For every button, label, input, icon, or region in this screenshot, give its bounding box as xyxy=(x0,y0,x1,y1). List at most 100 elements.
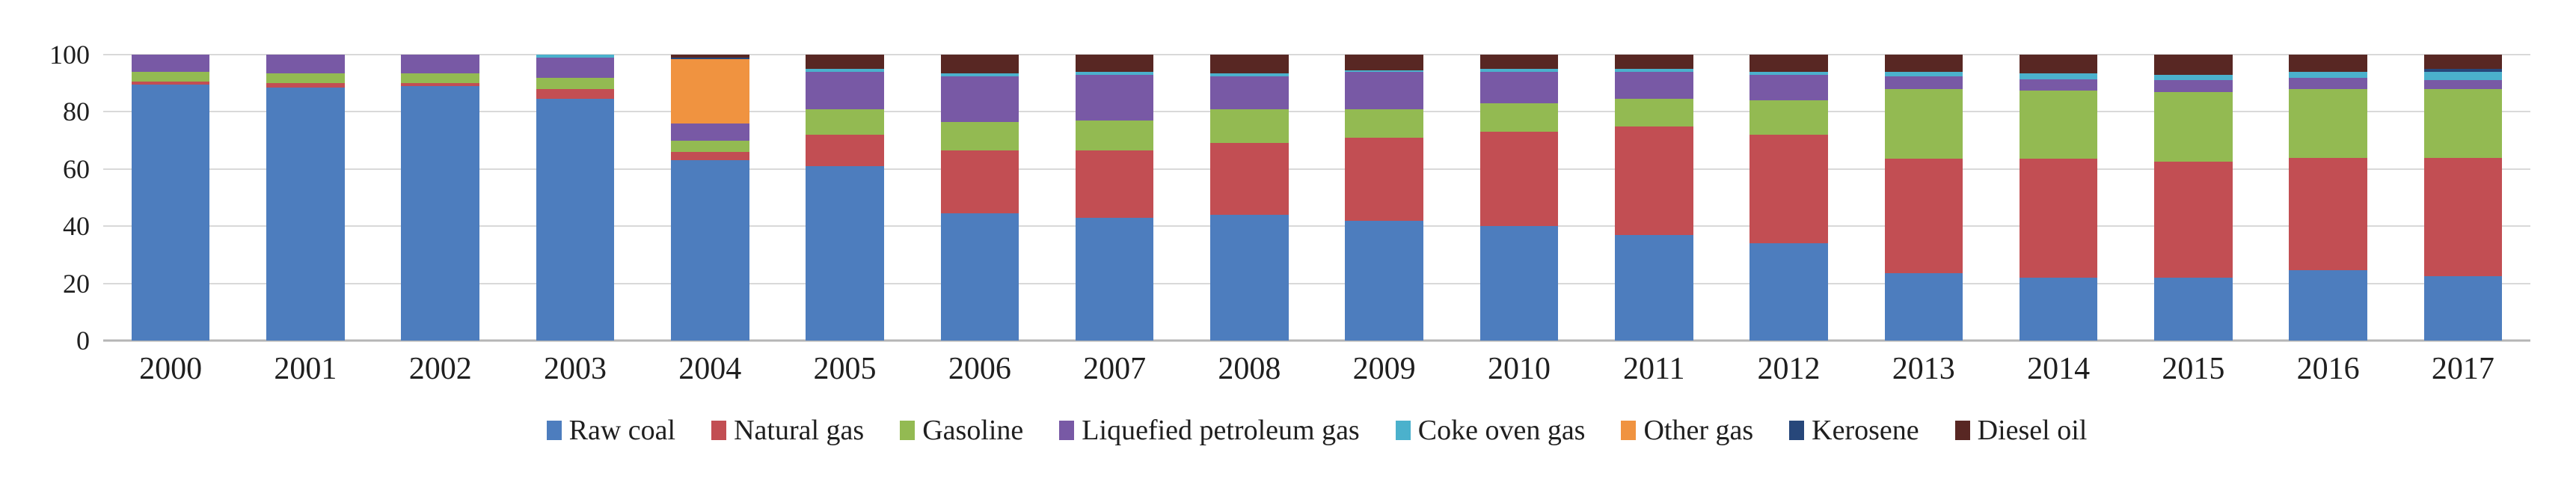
bar-slot-2005 xyxy=(777,55,912,341)
legend-label-natural-gas: Natural gas xyxy=(734,415,865,446)
bar-segment-gasoline-2007 xyxy=(1075,120,1154,150)
legend-marker-other-gas-icon xyxy=(1621,421,1637,440)
legend-marker-coke-oven-gas-icon xyxy=(1395,421,1411,440)
bar-segment-diesel-oil-2006 xyxy=(940,55,1019,73)
bar-segment-raw-coal-2010 xyxy=(1479,226,1559,341)
legend-label-diesel-oil: Diesel oil xyxy=(1977,415,2088,446)
bar-segment-gasoline-2003 xyxy=(536,77,615,89)
bar-slot-2016 xyxy=(2261,55,2396,341)
x-tick-label-2006: 2006 xyxy=(948,352,1011,386)
x-tick-label-2011: 2011 xyxy=(1623,352,1685,386)
bar-segment-liquefied-petroleum-gas-2008 xyxy=(1210,76,1289,109)
bar-segment-natural-gas-2008 xyxy=(1210,143,1289,215)
bar-segment-liquefied-petroleum-gas-2014 xyxy=(2019,79,2098,91)
bar-segment-natural-gas-2014 xyxy=(2019,159,2098,278)
bar-segment-liquefied-petroleum-gas-2010 xyxy=(1479,71,1559,103)
bar-segment-raw-coal-2000 xyxy=(131,85,210,341)
bar-segment-diesel-oil-2008 xyxy=(1210,55,1289,73)
bar-column-2008 xyxy=(1210,55,1289,341)
x-tick-label-2007: 2007 xyxy=(1083,352,1147,386)
legend-label-gasoline: Gasoline xyxy=(922,415,1024,446)
bar-segment-liquefied-petroleum-gas-2015 xyxy=(2154,80,2233,92)
legend-item-natural-gas: Natural gas xyxy=(711,416,864,445)
bar-segment-raw-coal-2001 xyxy=(266,87,345,341)
bar-segment-gasoline-2004 xyxy=(670,140,749,152)
legend-item-coke-oven-gas: Coke oven gas xyxy=(1395,416,1585,445)
bar-segment-liquefied-petroleum-gas-2002 xyxy=(401,55,479,73)
bar-segment-diesel-oil-2009 xyxy=(1345,55,1423,71)
legend-item-diesel-oil: Diesel oil xyxy=(1954,415,2088,446)
bar-segment-natural-gas-2009 xyxy=(1345,137,1423,221)
bar-segment-coke-oven-gas-2016 xyxy=(2289,71,2367,78)
bar-segment-natural-gas-2015 xyxy=(2154,162,2233,278)
bar-segment-liquefied-petroleum-gas-2009 xyxy=(1345,71,1423,109)
bar-segment-coke-oven-gas-2015 xyxy=(2154,74,2233,81)
legend-marker-natural-gas-icon xyxy=(711,421,727,440)
bar-segment-coke-oven-gas-2007 xyxy=(1075,71,1154,75)
bar-segment-raw-coal-2011 xyxy=(1614,234,1693,341)
bar-segment-liquefied-petroleum-gas-2016 xyxy=(2289,77,2367,89)
bar-segment-raw-coal-2002 xyxy=(401,86,479,341)
x-tick-label-2012: 2012 xyxy=(1757,352,1821,386)
bar-segment-natural-gas-2011 xyxy=(1614,126,1693,235)
bar-segment-diesel-oil-2010 xyxy=(1479,55,1559,70)
bar-segment-gasoline-2005 xyxy=(806,109,884,135)
y-axis: 0 20 40 60 80 100 xyxy=(0,41,90,354)
bar-segment-gasoline-2000 xyxy=(131,71,210,82)
bar-segment-coke-oven-gas-2017 xyxy=(2423,71,2503,81)
bar-slot-2014 xyxy=(1991,55,2126,341)
bar-column-2006 xyxy=(940,55,1019,341)
bar-segment-liquefied-petroleum-gas-2006 xyxy=(940,76,1019,122)
bar-segment-kerosene-2017 xyxy=(2423,69,2503,72)
bar-slot-2007 xyxy=(1047,55,1182,341)
bar-segment-raw-coal-2017 xyxy=(2423,276,2503,341)
plot-area xyxy=(103,54,2530,342)
bar-segment-diesel-oil-2007 xyxy=(1075,55,1154,72)
x-tick-label-2009: 2009 xyxy=(1352,352,1416,386)
bar-segment-raw-coal-2016 xyxy=(2289,270,2367,341)
legend-label-raw-coal: Raw coal xyxy=(568,415,676,446)
bar-column-2014 xyxy=(2019,55,2098,341)
bar-segment-liquefied-petroleum-gas-2012 xyxy=(1749,74,1828,101)
bar-segment-gasoline-2002 xyxy=(401,73,479,84)
bar-segment-gasoline-2012 xyxy=(1749,100,1828,135)
bar-segment-natural-gas-2012 xyxy=(1749,134,1828,244)
bar-slot-2010 xyxy=(1452,55,1586,341)
x-tick-label-2003: 2003 xyxy=(543,352,607,386)
gridline-y20 xyxy=(103,282,2530,284)
gridline-y100 xyxy=(103,54,2530,55)
bar-slot-2013 xyxy=(1856,55,1991,341)
bar-segment-coke-oven-gas-2014 xyxy=(2019,73,2098,79)
bar-segment-coke-oven-gas-2011 xyxy=(1614,69,1693,72)
bar-segment-natural-gas-2003 xyxy=(536,88,615,100)
x-tick-label-2015: 2015 xyxy=(2162,352,2225,386)
bar-segment-natural-gas-2000 xyxy=(131,82,210,85)
bar-slot-2017 xyxy=(2396,55,2530,341)
bar-segment-gasoline-2009 xyxy=(1345,109,1423,138)
gridline-y60 xyxy=(103,168,2530,170)
bar-slot-2015 xyxy=(2126,55,2260,341)
bar-segment-diesel-oil-2013 xyxy=(1884,55,1963,72)
bar-segment-liquefied-petroleum-gas-2001 xyxy=(266,55,345,73)
bar-segment-liquefied-petroleum-gas-2005 xyxy=(806,71,884,109)
bar-column-2000 xyxy=(131,55,210,341)
bar-column-2015 xyxy=(2154,55,2233,341)
bar-segment-diesel-oil-2016 xyxy=(2289,55,2367,72)
bar-slot-2006 xyxy=(913,55,1047,341)
bar-segment-liquefied-petroleum-gas-2000 xyxy=(131,55,210,72)
bar-slot-2004 xyxy=(643,55,777,341)
bar-segment-kerosene-2004 xyxy=(670,57,749,59)
x-tick-label-2005: 2005 xyxy=(813,352,877,386)
bar-segment-gasoline-2017 xyxy=(2423,88,2503,158)
bar-segment-gasoline-2013 xyxy=(1884,88,1963,159)
legend-item-liquefied-petroleum-gas: Liquefied petroleum gas xyxy=(1059,416,1360,445)
bar-segment-diesel-oil-2004 xyxy=(670,55,749,58)
y-tick-label-20: 20 xyxy=(63,268,90,299)
chart-legend: Raw coal Natural gas Gasoline Liquefied pet… xyxy=(103,416,2530,445)
x-axis: 2000 2001 2002 2003 2004 2005 2006 2007 2008 2009… xyxy=(103,352,2530,386)
bar-slot-2012 xyxy=(1721,55,1856,341)
bar-segment-coke-oven-gas-2013 xyxy=(1884,71,1963,76)
legend-label-kerosene: Kerosene xyxy=(1812,415,1919,446)
bar-segment-diesel-oil-2015 xyxy=(2154,55,2233,75)
legend-item-kerosene: Kerosene xyxy=(1789,416,1919,445)
